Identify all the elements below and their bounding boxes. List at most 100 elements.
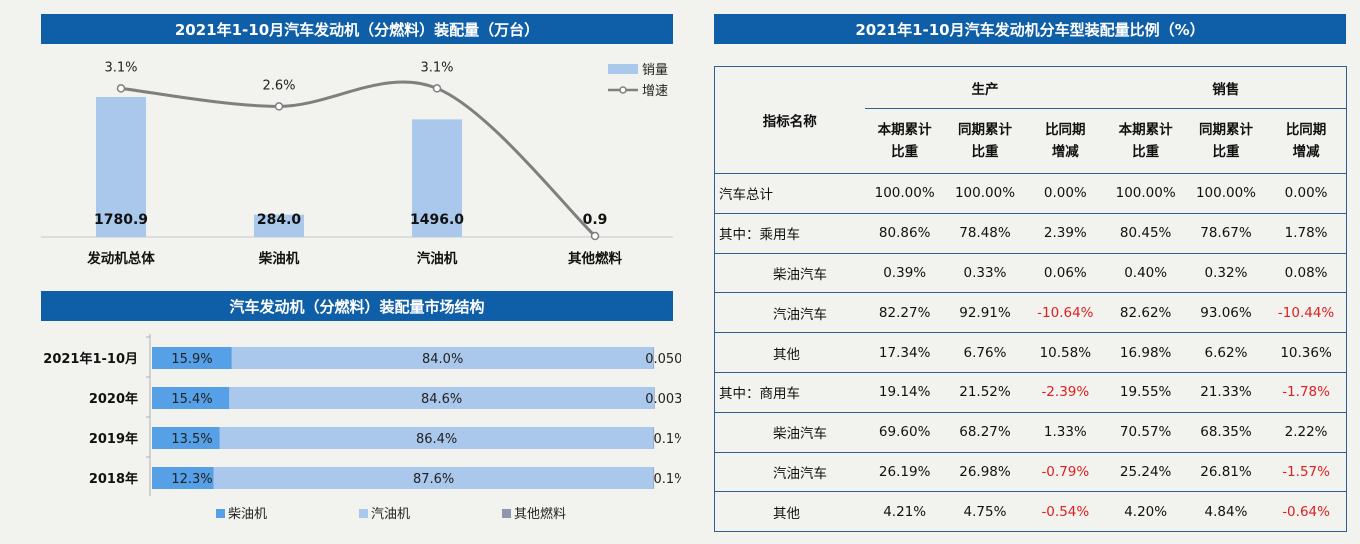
- table-cell: 0.00%: [1284, 185, 1328, 202]
- ratio-table: 指标名称 生产 销售 本期累计 比重 同期累计 比重 比同期 增减 本期累计 比重 同期…: [714, 66, 1347, 533]
- bar-segment-other: [653, 427, 655, 449]
- table-cell: 10.58%: [1039, 344, 1092, 361]
- bar-value-label: 87.6%: [413, 472, 454, 487]
- row-label: 其他: [773, 346, 800, 363]
- table-cell: -2.39%: [1041, 384, 1090, 401]
- line-point: [432, 84, 442, 93]
- legend-label-sales: 销量: [642, 63, 668, 78]
- table-cell: 80.86%: [878, 225, 931, 242]
- bar-value-label: 12.3%: [171, 472, 212, 487]
- bar-value-label: 86.4%: [416, 432, 457, 447]
- indicator-header: 指标名称: [714, 66, 865, 174]
- bar-segment-other: [653, 467, 655, 489]
- y-tick-label: 2019年: [89, 431, 138, 447]
- column-header: 同期累计 比重: [957, 122, 1012, 160]
- legend-label: 汽油机: [371, 507, 410, 522]
- table-row: 汽车总计 100.00% 100.00% 0.00% 100.00% 100.00% 0.0…: [714, 174, 1347, 214]
- table-cell: 6.76%: [963, 344, 1007, 361]
- legend-label: 其他燃料: [514, 506, 566, 522]
- column-header: 本期累计 比重: [1118, 122, 1173, 160]
- row-label: 其中：商用车: [719, 386, 800, 403]
- line-point: [274, 102, 284, 111]
- table-cell: -1.78%: [1282, 384, 1330, 401]
- bar-value-label: 84.6%: [421, 392, 462, 407]
- table-cell: 80.45%: [1119, 225, 1172, 242]
- table-row: 汽油汽车 82.27% 92.91% -10.64% 82.62% 93.06% -10.4…: [714, 293, 1347, 333]
- bar-segment-other: [653, 347, 655, 369]
- bar-segment-diesel: [152, 387, 230, 409]
- table-cell: 100.00%: [1115, 185, 1176, 202]
- row-label: 其他: [773, 505, 800, 522]
- legend-swatch: [359, 509, 368, 518]
- bar-segment-gasoline: [231, 347, 654, 369]
- legend-swatch: [216, 509, 225, 518]
- table-cell: 82.27%: [878, 304, 931, 321]
- table-cell: 78.48%: [959, 225, 1011, 242]
- bar-segment-gasoline: [229, 387, 655, 409]
- column-header: 比同期 增减: [1285, 122, 1327, 160]
- table-cell: 92.91%: [959, 304, 1011, 321]
- table-row: 柴油汽车 0.39% 0.33% 0.06% 0.40% 0.32% 0.08%: [714, 253, 1347, 293]
- table-row: 其中：乘用车 80.86% 78.48% 2.39% 80.45% 78.67% 1.78%: [714, 213, 1347, 254]
- table-cell: 4.84%: [1204, 503, 1248, 520]
- volume-chart-title: 2021年1-10月汽车发动机（分燃料）装配量（万台）: [41, 14, 673, 44]
- table-cell: 82.62%: [1119, 304, 1172, 321]
- bar-segment-gasoline: [219, 427, 654, 449]
- legend-swatch: [502, 509, 511, 518]
- table-cell: 1.78%: [1284, 225, 1328, 242]
- sales-header: 销售: [1105, 66, 1347, 109]
- table-cell: 21.33%: [1200, 384, 1252, 401]
- table-cell: 21.52%: [959, 384, 1011, 401]
- table-cell: -10.44%: [1277, 304, 1335, 321]
- table-cell: 0.33%: [963, 264, 1007, 281]
- legend-marker-growth: [619, 86, 627, 94]
- table-row: 汽油汽车 26.19% 26.98% -0.79% 25.24% 26.81% -1.57%: [714, 452, 1347, 492]
- table-cell: 100.00%: [1195, 185, 1257, 202]
- table-cell: 4.20%: [1124, 503, 1168, 520]
- table-cell: 2.22%: [1284, 424, 1328, 441]
- table-cell: 100.00%: [954, 185, 1016, 202]
- table-cell: 6.62%: [1204, 344, 1248, 361]
- table-cell: 1.33%: [1043, 424, 1087, 441]
- table-cell: 78.67%: [1200, 225, 1252, 242]
- table-cell: 69.60%: [878, 424, 931, 441]
- table-cell: 4.75%: [963, 503, 1007, 520]
- structure-chart: 15.9% 84.0% 0.050% 2021年1-10月 15.4% 84.6% 0.00…: [43, 334, 681, 522]
- bar-value-label: 1496.0: [410, 212, 464, 228]
- table-cell: 68.27%: [959, 424, 1011, 441]
- table-cell: -0.64%: [1282, 503, 1330, 520]
- bar-segment-diesel: [152, 427, 220, 449]
- row-label: 汽油汽车: [773, 465, 827, 482]
- bar-value-label: 15.9%: [171, 352, 212, 367]
- table-cell: 19.55%: [1119, 384, 1172, 401]
- table-cell: 100.00%: [874, 185, 935, 202]
- bar-value-label: 84.0%: [422, 352, 463, 367]
- table-cell: 26.81%: [1200, 463, 1252, 480]
- table-cell: -0.79%: [1041, 463, 1090, 480]
- table-cell: -10.64%: [1037, 304, 1094, 321]
- table-cell: 0.06%: [1043, 264, 1087, 281]
- bar-value-label: 13.5%: [171, 432, 212, 447]
- bar-value-label: 15.4%: [171, 392, 212, 407]
- bar-segment-diesel: [152, 347, 232, 369]
- table-cell: 26.98%: [959, 463, 1011, 480]
- table-cell: 17.34%: [878, 344, 931, 361]
- table-cell: 0.40%: [1124, 264, 1168, 281]
- y-tick-label: 2020年: [89, 391, 138, 407]
- table-row: 其他 17.34% 6.76% 10.58% 16.98% 6.62% 10.36%: [714, 333, 1347, 373]
- table-cell: 0.08%: [1284, 264, 1328, 281]
- row-label: 汽车总计: [719, 187, 773, 204]
- table-row: 柴油汽车 69.60% 68.27% 1.33% 70.57% 68.35% 2.22%: [714, 412, 1347, 453]
- table-cell: 0.39%: [883, 264, 927, 281]
- table-cell: 0.32%: [1204, 264, 1248, 281]
- table-cell: 0.00%: [1043, 185, 1087, 202]
- table-cell: -0.54%: [1041, 503, 1090, 520]
- column-header: 同期累计 比重: [1198, 122, 1253, 160]
- table-cell: -1.57%: [1282, 463, 1330, 480]
- line-value-label: 2.6%: [262, 78, 295, 93]
- volume-chart: 1780.9 284.0 1496.0 0.9 3.1% 2.6% 3.1% 发动机总体 柴油机…: [41, 60, 673, 267]
- line-value-label: 3.1%: [104, 60, 137, 75]
- table-row: 其中：商用车 19.14% 21.52% -2.39% 19.55% 21.33% -1.7…: [714, 372, 1347, 413]
- table-cell: 10.36%: [1280, 344, 1332, 361]
- x-tick-label: 其他燃料: [568, 250, 622, 267]
